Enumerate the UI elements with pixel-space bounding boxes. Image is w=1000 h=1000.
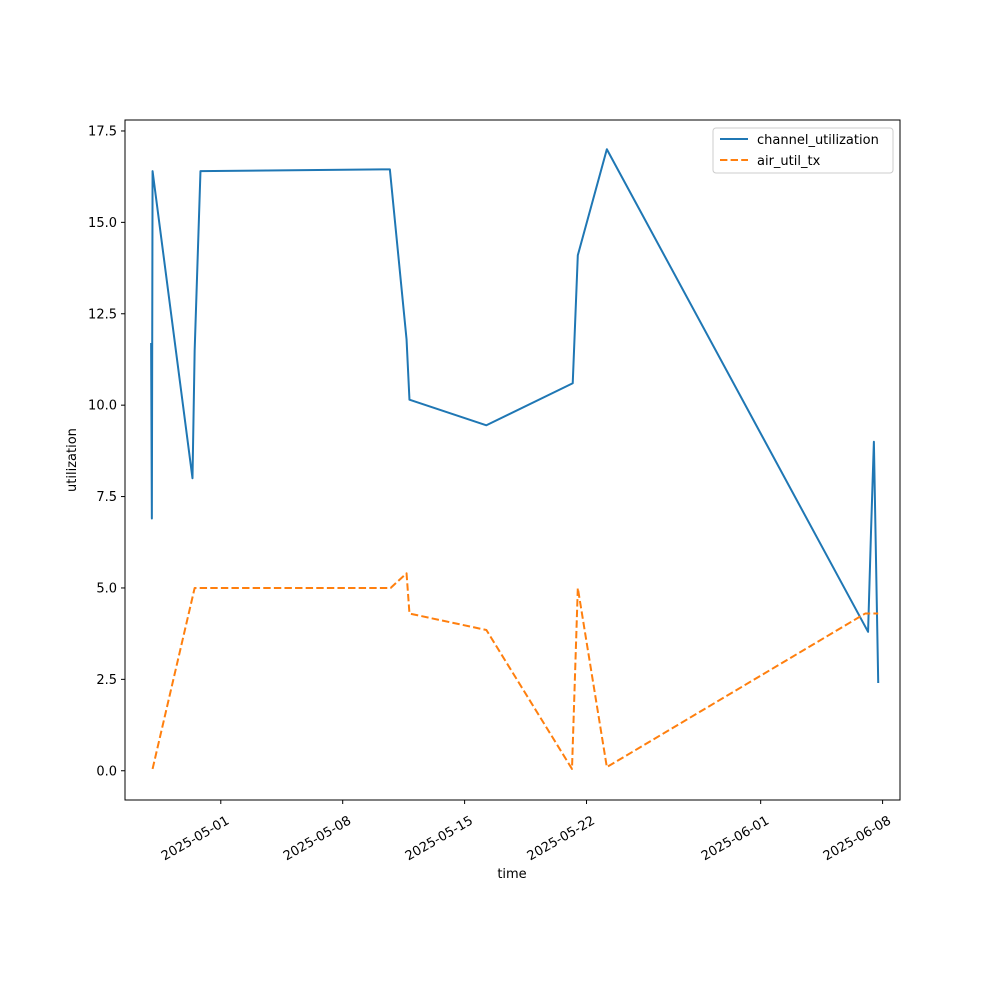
x-tick-label: 2025-05-22 bbox=[525, 813, 598, 864]
y-tick-label: 5.0 bbox=[96, 581, 117, 596]
plot-area-frame bbox=[124, 119, 901, 801]
legend-label-channel-utilization: channel_utilization bbox=[757, 133, 879, 148]
x-tick-label: 2025-06-08 bbox=[821, 813, 894, 864]
legend-label-air-util-tx: air_util_tx bbox=[757, 154, 821, 169]
plot-lines bbox=[150, 148, 880, 770]
y-tick-label: 7.5 bbox=[96, 490, 117, 505]
x-tick-label: 2025-05-15 bbox=[403, 813, 476, 864]
series-line-channel-utilization bbox=[150, 148, 880, 684]
y-tick-label: 15.0 bbox=[88, 216, 117, 231]
x-tick-label: 2025-05-01 bbox=[159, 813, 232, 864]
y-axis-label: utilization bbox=[65, 428, 80, 492]
y-tick-label: 17.5 bbox=[88, 124, 117, 139]
y-tick-label: 10.0 bbox=[88, 399, 117, 414]
x-axis: 2025-05-01 2025-05-08 2025-05-15 2025-05-22… bbox=[159, 800, 894, 864]
x-tick-label: 2025-05-08 bbox=[281, 813, 354, 864]
legend-box bbox=[712, 127, 894, 174]
legend: channel_utilization air_util_tx bbox=[712, 127, 894, 174]
series-line-air-util-tx bbox=[151, 572, 879, 770]
y-tick-label: 0.0 bbox=[96, 764, 117, 779]
y-axis: 0.0 2.5 5.0 7.5 10.0 12.5 15.0 17.5 bbox=[88, 124, 125, 779]
y-tick-label: 2.5 bbox=[96, 673, 117, 688]
x-axis-label: time bbox=[497, 867, 526, 882]
x-tick-label: 2025-06-01 bbox=[699, 813, 772, 864]
y-tick-label: 12.5 bbox=[88, 307, 117, 322]
